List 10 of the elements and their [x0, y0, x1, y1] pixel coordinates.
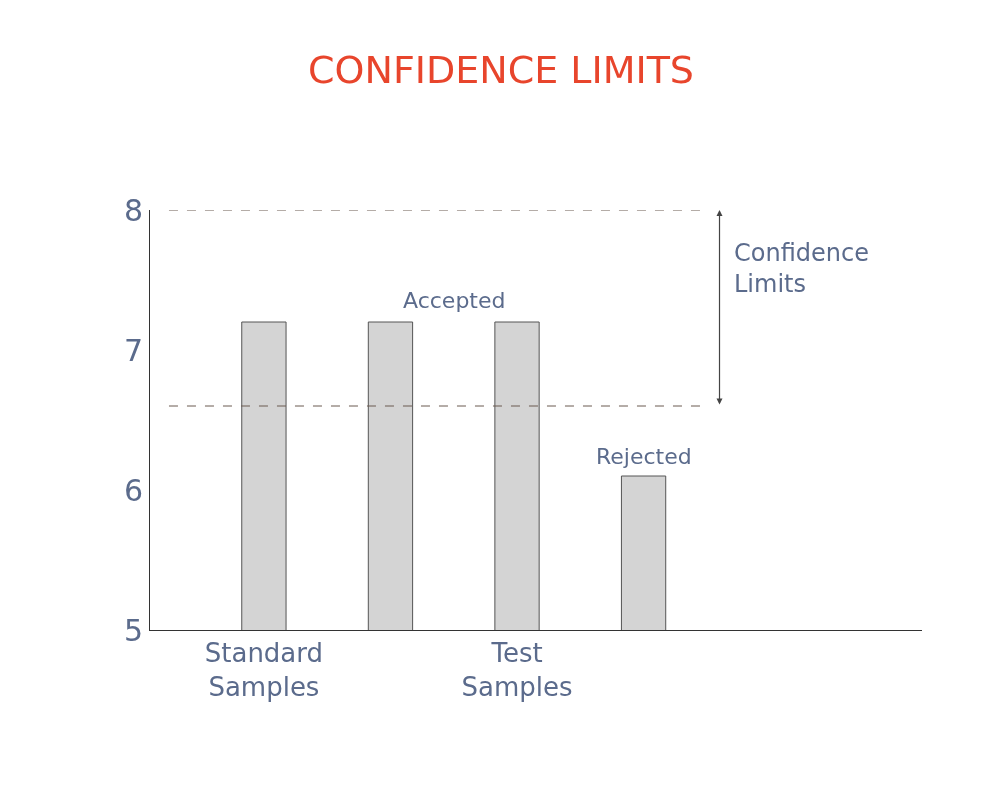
annotation: Rejected	[596, 444, 692, 469]
x-tick-label: Test Samples	[461, 638, 573, 702]
y-tick-label: 7	[123, 332, 143, 368]
chart-title: CONFIDENCE LIMITS	[308, 47, 694, 92]
y-tick-label: 5	[123, 612, 143, 648]
text: Confidence Limits	[734, 239, 869, 299]
y-tick-label: 8	[123, 192, 143, 228]
annotation: Accepted	[403, 288, 506, 313]
y-tick-label: 6	[123, 472, 143, 508]
x-tick-label: Standard Samples	[204, 638, 324, 702]
